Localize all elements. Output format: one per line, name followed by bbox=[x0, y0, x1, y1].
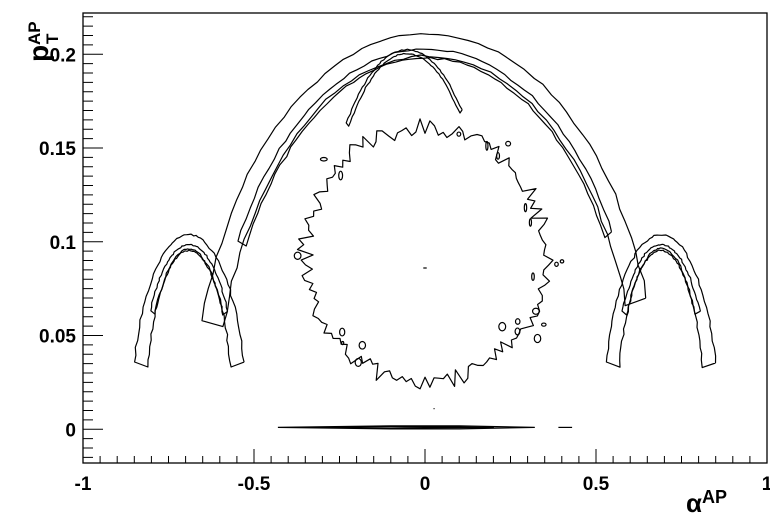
x-axis-ticks bbox=[82, 449, 768, 463]
ring-island bbox=[531, 272, 535, 281]
x-axis-tick-labels: -1 -0.5 0 0.5 1 bbox=[75, 474, 770, 495]
ring-island bbox=[319, 156, 328, 162]
ring-island bbox=[358, 340, 367, 350]
ring-island bbox=[559, 259, 565, 264]
y-axis-label-sub: T bbox=[43, 33, 62, 44]
ring-island bbox=[523, 202, 528, 213]
antilambda-contour-outer bbox=[134, 233, 245, 368]
ring-island bbox=[485, 140, 489, 151]
lambda-contour-outer bbox=[605, 234, 717, 369]
antilambda-contour-inner bbox=[150, 243, 229, 316]
y-axis-ticks bbox=[83, 16, 103, 458]
y-axis-label-main: p bbox=[23, 45, 54, 62]
ring-island bbox=[533, 333, 542, 344]
svg-text:AP: AP bbox=[25, 21, 44, 45]
y-tick-label: 0 bbox=[65, 420, 76, 441]
ring-island bbox=[354, 357, 362, 367]
y-axis-label-sup: AP bbox=[25, 21, 44, 45]
ring-contour bbox=[296, 118, 554, 390]
ring-island bbox=[498, 321, 507, 332]
ring-island bbox=[514, 327, 521, 336]
ring-island bbox=[531, 307, 540, 315]
svg-text:T: T bbox=[43, 33, 62, 44]
x-axis-label-sup: AP bbox=[702, 487, 727, 507]
x-tick-label: 1 bbox=[762, 474, 770, 495]
x-tick-label: -0.5 bbox=[238, 474, 271, 495]
ring-island bbox=[496, 151, 501, 160]
k0s-contour-inner bbox=[237, 48, 613, 247]
ring-island bbox=[338, 170, 344, 181]
y-axis-tick-labels: 0 0.05 0.1 0.15 0.2 bbox=[39, 45, 76, 441]
y-tick-label: 0.15 bbox=[39, 139, 76, 160]
ring-island bbox=[456, 131, 462, 137]
k0s-contour-outer bbox=[201, 33, 647, 328]
ring-island bbox=[505, 140, 512, 147]
x-tick-label: -1 bbox=[75, 474, 92, 495]
contour-lines bbox=[134, 33, 717, 430]
y-axis-label: p AP T bbox=[23, 21, 62, 62]
plot-frame bbox=[82, 12, 768, 464]
ring-island bbox=[554, 261, 559, 267]
lambda-contour-inner bbox=[621, 243, 701, 316]
ring-island bbox=[293, 251, 302, 260]
x-tick-label: 0.5 bbox=[583, 474, 610, 495]
y-tick-label: 0.05 bbox=[39, 327, 76, 348]
photon-contour bbox=[277, 425, 535, 430]
svg-text:p: p bbox=[23, 45, 54, 62]
k0s-contour-core bbox=[345, 48, 463, 127]
photon-contour-inner bbox=[315, 426, 494, 429]
x-axis-label: αAP bbox=[686, 487, 727, 516]
ring-island bbox=[540, 322, 547, 327]
y-tick-label: 0.1 bbox=[50, 233, 77, 254]
ring-island bbox=[340, 340, 345, 346]
ring-island bbox=[339, 327, 346, 337]
ring-island bbox=[514, 318, 521, 325]
x-axis-label-main: α bbox=[686, 488, 702, 516]
ring-island bbox=[528, 218, 533, 227]
x-tick-label: 0 bbox=[420, 474, 431, 495]
y-tick-label: 0.2 bbox=[50, 45, 76, 66]
